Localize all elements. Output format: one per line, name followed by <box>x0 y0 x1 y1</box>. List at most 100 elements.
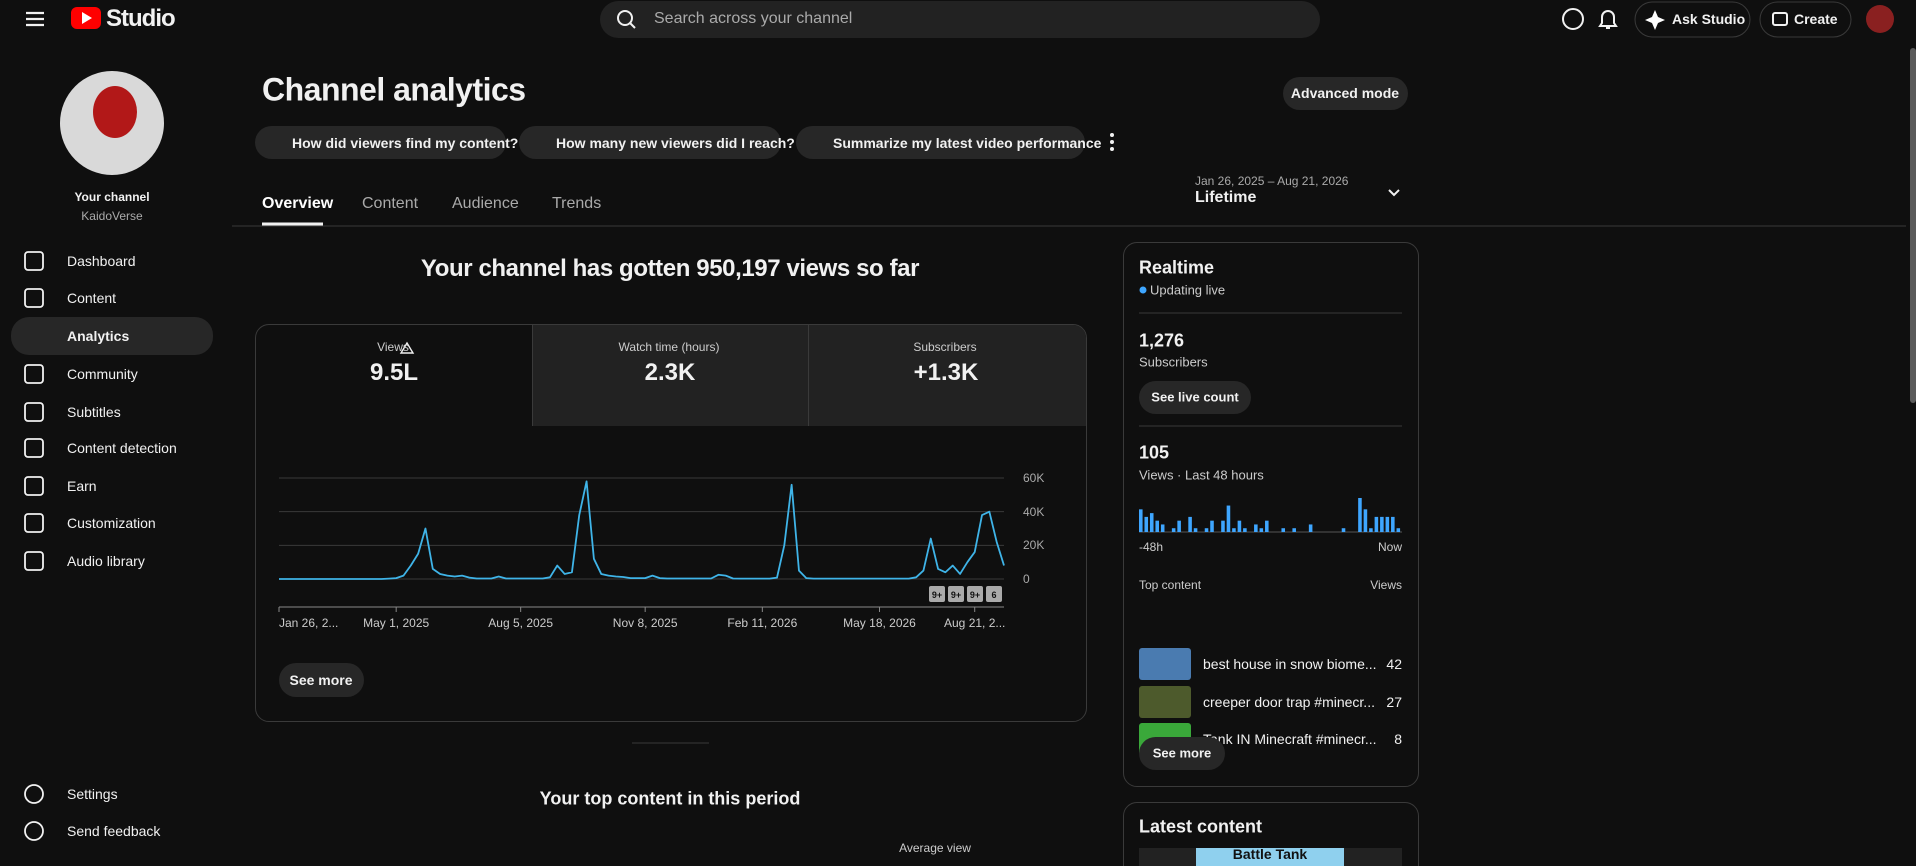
advanced-mode-button[interactable] <box>1283 77 1408 110</box>
ask-studio-button[interactable] <box>1634 1 1751 38</box>
suggestion-chip[interactable] <box>796 126 1085 159</box>
search-icon <box>617 10 633 26</box>
realtime-bar <box>1292 528 1296 532</box>
top-content-heading: Your top content in this period <box>539 788 801 809</box>
line-series <box>279 480 1005 580</box>
realtime-bar <box>1188 516 1192 532</box>
metric-value[interactable]: 2.3K <box>644 359 696 386</box>
nav-item[interactable]: Subtitles <box>67 404 121 420</box>
views-label: Views · Last 48 hours <box>1139 467 1264 483</box>
see-more-label[interactable]: See more <box>289 672 353 688</box>
realtime-bar <box>1281 528 1286 532</box>
nav-item[interactable]: Content <box>67 290 117 306</box>
suggestion-text[interactable]: How did viewers find my content? <box>292 135 519 151</box>
see-live-count-label[interactable]: See live count <box>1151 389 1239 405</box>
menu-icon[interactable] <box>26 11 44 27</box>
logo-play <box>82 12 92 24</box>
see-more-label[interactable]: See more <box>1152 745 1212 761</box>
see-more-button[interactable] <box>279 663 364 697</box>
top-content-title[interactable]: best house in snow biome... <box>1203 656 1377 672</box>
nav-item[interactable]: Dashboard <box>67 253 136 269</box>
search-placeholder[interactable]: Search across your channel <box>654 10 853 27</box>
nav-icon <box>24 364 44 384</box>
nav-active-bg <box>11 317 213 355</box>
create-button[interactable] <box>1759 1 1852 38</box>
date-dropdown-chevron[interactable] <box>1388 189 1400 197</box>
sparkle-icon <box>1645 10 1665 30</box>
realtime-bar <box>1193 528 1198 532</box>
help-icon[interactable] <box>1562 8 1584 30</box>
metric-value[interactable]: +1.3K <box>913 359 979 386</box>
top-content-title[interactable]: creeper door trap #minecr... <box>1203 694 1375 710</box>
account-avatar[interactable] <box>1866 5 1894 33</box>
nav-item[interactable]: Settings <box>67 786 118 802</box>
realtime-bar <box>1155 520 1159 532</box>
create-label[interactable]: Create <box>1794 11 1838 27</box>
tab[interactable]: Content <box>362 195 419 212</box>
metric-label[interactable]: Subscribers <box>913 340 977 354</box>
y-tick-label: 60K <box>1023 471 1045 485</box>
nav-icon <box>24 251 44 271</box>
nav-icon <box>24 438 44 458</box>
thumbnail[interactable] <box>1139 648 1191 680</box>
metric-label[interactable]: Watch time (hours) <box>618 340 720 354</box>
metric-divider <box>808 325 809 426</box>
nav-item[interactable]: Send feedback <box>67 823 161 839</box>
tab[interactable]: Overview <box>262 195 334 212</box>
nav-icon <box>24 476 44 496</box>
top-content-views: 27 <box>1386 694 1402 710</box>
see-live-count-button[interactable] <box>1139 381 1251 414</box>
nav-item[interactable]: Content detection <box>67 440 177 456</box>
period[interactable]: Lifetime <box>1195 189 1257 206</box>
top-content-views: 8 <box>1394 731 1402 747</box>
tab[interactable]: Trends <box>552 195 602 212</box>
nav-item[interactable]: Analytics <box>67 328 130 344</box>
scrollbar[interactable] <box>1910 48 1916 403</box>
advanced-mode-label[interactable]: Advanced mode <box>1290 85 1400 101</box>
tab[interactable]: Audience <box>452 195 519 212</box>
nav-item[interactable]: Community <box>67 366 138 382</box>
annotation-label: 9+ <box>932 590 942 600</box>
suggestion-text[interactable]: Summarize my latest video performance <box>833 135 1102 151</box>
top-content-views: 42 <box>1386 656 1402 672</box>
notifications-icon[interactable] <box>1598 10 1618 29</box>
metric-value[interactable]: 9.5L <box>369 359 419 386</box>
suggestion-text[interactable]: How many new viewers did I reach? <box>556 135 795 151</box>
realtime-bar <box>1149 513 1154 532</box>
nav-item[interactable]: Earn <box>67 478 97 494</box>
avatar-mask <box>93 86 137 138</box>
search-box[interactable] <box>600 1 1320 38</box>
ask-studio-label[interactable]: Ask Studio <box>1672 11 1746 27</box>
more-icon[interactable] <box>1110 133 1114 151</box>
realtime-bar <box>1171 528 1176 532</box>
subscriber-count: 1,276 <box>1139 330 1185 351</box>
realtime-bar <box>1363 509 1368 532</box>
nav-icon <box>24 513 44 533</box>
realtime-bar <box>1237 520 1242 532</box>
nav-item[interactable]: Audio library <box>67 553 145 569</box>
top-content-title[interactable]: Tank IN Minecraft #minecr... <box>1203 731 1377 747</box>
thumbnail[interactable] <box>1139 686 1191 718</box>
annotation-label: 9+ <box>970 590 980 600</box>
date-range[interactable]: Jan 26, 2025 – Aug 21, 2026 <box>1195 174 1349 188</box>
suggestion-chip[interactable] <box>519 126 781 159</box>
realtime-bar <box>1221 520 1225 532</box>
nav-icon <box>24 821 44 841</box>
latest-thumbnail[interactable] <box>1196 848 1344 866</box>
see-more-button[interactable] <box>1139 737 1225 770</box>
top-content-label: Top content <box>1139 578 1202 592</box>
axis-end: Now <box>1377 540 1402 554</box>
realtime-bar <box>1232 528 1236 532</box>
page-title: Channel analytics <box>262 71 526 108</box>
realtime-bar <box>1139 509 1143 532</box>
realtime-bar <box>1204 528 1209 532</box>
y-tick-label: 20K <box>1023 538 1045 553</box>
y-tick-label: 0 <box>1023 572 1030 586</box>
realtime-title: Realtime <box>1139 257 1215 278</box>
realtime-bar <box>1374 516 1379 532</box>
suggestion-chip[interactable] <box>255 126 506 159</box>
nav-item[interactable]: Customization <box>67 515 156 531</box>
x-tick-label: May 18, 2026 <box>843 616 916 630</box>
metric-label[interactable]: Views <box>377 340 409 354</box>
x-tick-label: Aug 21, 2... <box>944 616 1006 630</box>
